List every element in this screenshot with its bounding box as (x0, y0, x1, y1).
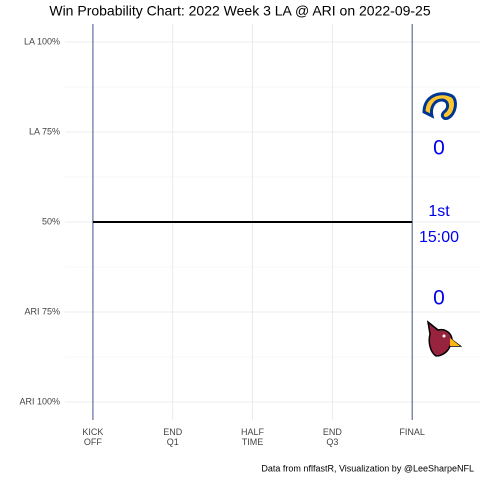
home-score: 0 (433, 137, 445, 160)
x-tick-label: FINAL (399, 427, 425, 437)
y-tick-label: LA 100% (24, 36, 60, 46)
y-tick-label: ARI 100% (19, 396, 60, 406)
cardinals-logo (426, 320, 463, 357)
x-tick-label: END Q3 (322, 427, 342, 447)
chart-title: Win Probability Chart: 2022 Week 3 LA @ … (49, 3, 430, 19)
caption: Data from nflfastR, Visualization by @Le… (261, 463, 474, 473)
y-tick-label: 50% (42, 216, 60, 226)
x-tick-label: END Q1 (163, 427, 183, 447)
away-score: 0 (433, 287, 445, 310)
y-tick-label: LA 75% (29, 126, 60, 136)
quarter: 1st (428, 203, 450, 220)
y-tick-label: ARI 75% (24, 306, 60, 316)
clock: 15:00 (419, 229, 459, 246)
x-tick-label: HALF TIME (241, 427, 265, 447)
x-tick-label: KICK OFF (82, 427, 104, 447)
rams-logo (422, 92, 457, 120)
